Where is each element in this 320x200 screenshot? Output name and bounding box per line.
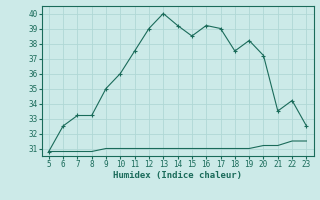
X-axis label: Humidex (Indice chaleur): Humidex (Indice chaleur) <box>113 171 242 180</box>
